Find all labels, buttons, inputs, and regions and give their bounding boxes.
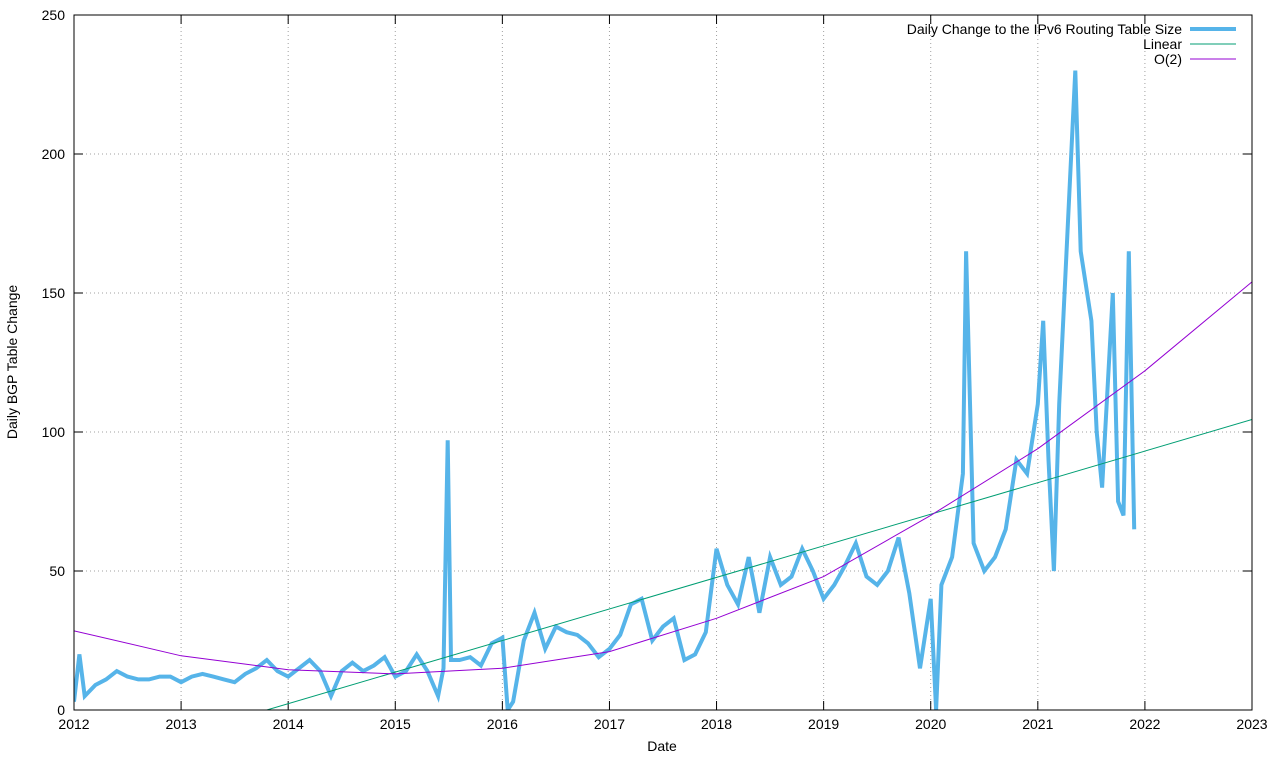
y-tick-label: 250	[42, 7, 66, 23]
x-tick-label: 2015	[380, 716, 411, 732]
legend-label: Linear	[1143, 36, 1182, 52]
x-tick-label: 2012	[58, 716, 89, 732]
legend-label: Daily Change to the IPv6 Routing Table S…	[907, 21, 1182, 37]
y-axis-label: Daily BGP Table Change	[4, 285, 20, 440]
series-line	[266, 419, 1252, 710]
x-tick-label: 2022	[1129, 716, 1160, 732]
x-tick-label: 2016	[487, 716, 518, 732]
x-tick-label: 2020	[915, 716, 946, 732]
series-line	[74, 70, 1137, 710]
x-tick-label: 2019	[808, 716, 839, 732]
y-tick-label: 150	[42, 285, 66, 301]
y-tick-label: 0	[57, 702, 65, 718]
x-axis-label: Date	[647, 738, 677, 754]
series-line	[74, 281, 1252, 675]
y-tick-label: 50	[49, 563, 65, 579]
x-tick-label: 2023	[1236, 716, 1267, 732]
x-tick-label: 2014	[273, 716, 304, 732]
y-tick-label: 200	[42, 146, 66, 162]
y-tick-label: 100	[42, 424, 66, 440]
x-tick-label: 2018	[701, 716, 732, 732]
x-tick-label: 2021	[1022, 716, 1053, 732]
x-tick-label: 2017	[594, 716, 625, 732]
legend-label: O(2)	[1154, 51, 1182, 67]
x-tick-label: 2013	[166, 716, 197, 732]
plot-border	[73, 14, 1253, 711]
